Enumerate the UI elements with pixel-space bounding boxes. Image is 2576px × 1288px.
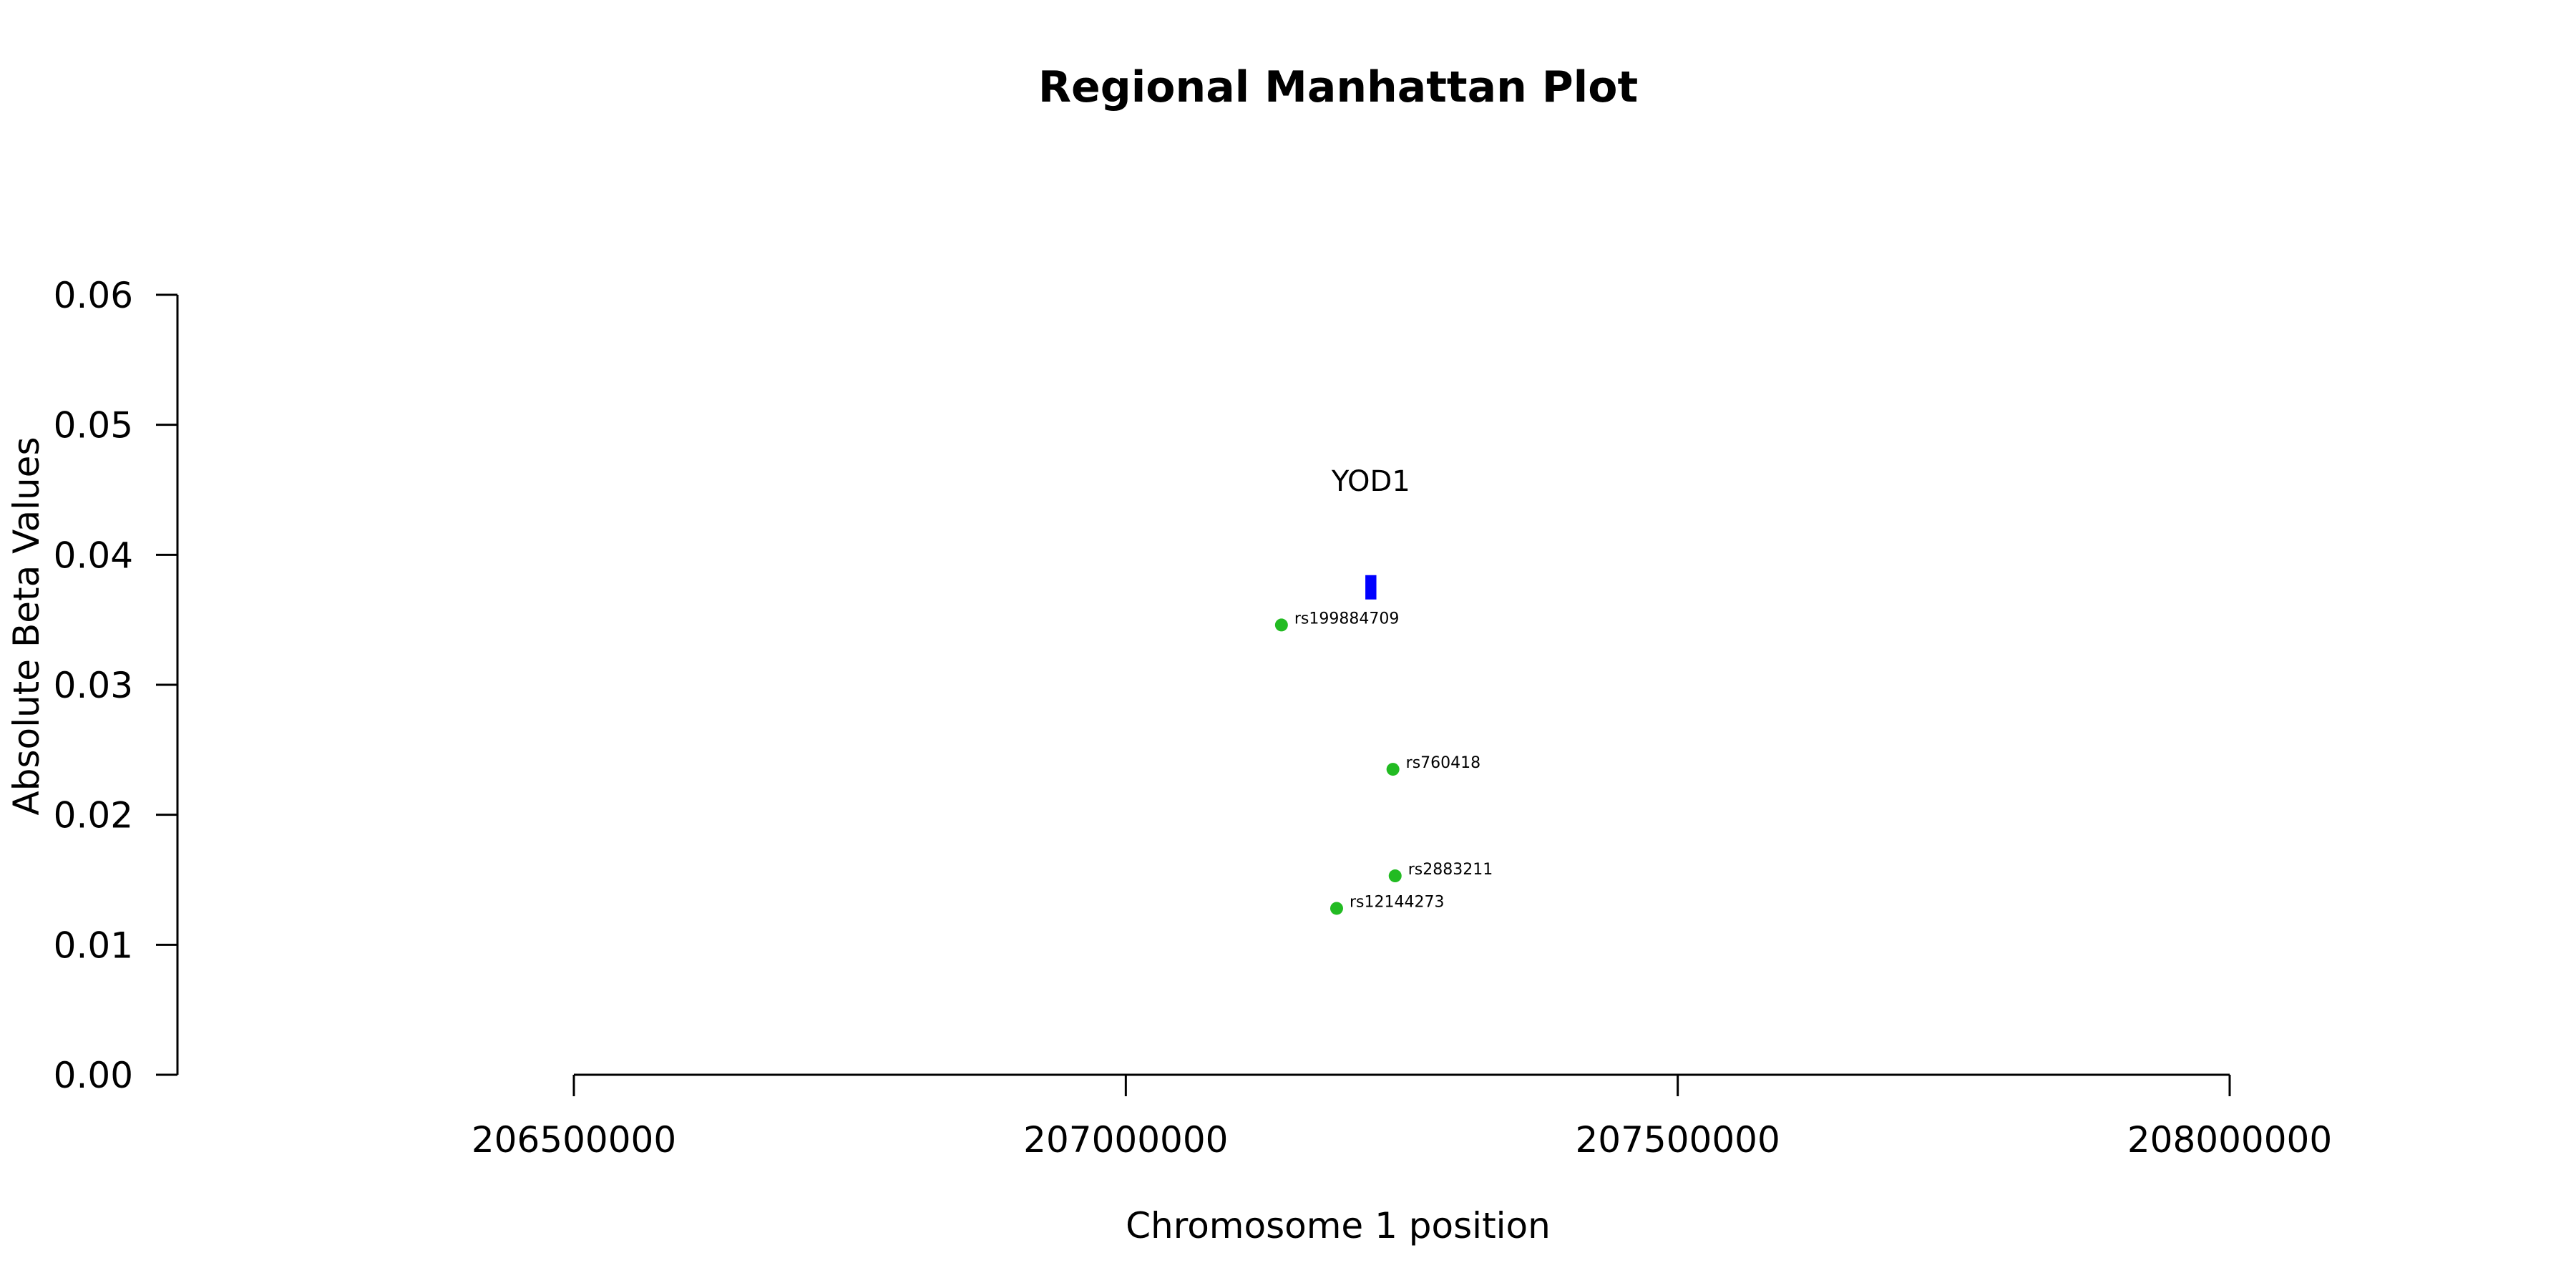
snp-label: rs760418	[1406, 754, 1481, 772]
y-tick-label: 0.06	[54, 275, 133, 316]
snp-label: rs12144273	[1350, 893, 1444, 911]
chart-title: Regional Manhattan Plot	[1038, 62, 1638, 112]
snp-point	[1388, 869, 1402, 883]
x-axis-title: Chromosome 1 position	[1126, 1205, 1551, 1246]
y-tick-label: 0.01	[54, 924, 133, 966]
gene-layer: YOD1	[1331, 465, 1410, 600]
y-tick-label: 0.02	[54, 795, 133, 836]
x-tick-label: 208000000	[2127, 1119, 2332, 1161]
gene-label: YOD1	[1331, 465, 1410, 498]
y-tick-label: 0.05	[54, 405, 133, 447]
x-tick-label: 207000000	[1023, 1119, 1228, 1161]
snp-point	[1274, 618, 1288, 632]
snp-label: rs2883211	[1408, 861, 1493, 879]
y-tick-label: 0.00	[54, 1055, 133, 1096]
x-axis: 206500000 207000000 207500000 208000000	[472, 1073, 2332, 1161]
points-layer: rs199884709 rs760418 rs2883211 rs12144273	[1274, 610, 1493, 915]
x-tick-label: 206500000	[472, 1119, 676, 1161]
snp-point	[1330, 902, 1343, 915]
y-tick-label: 0.03	[54, 665, 133, 706]
x-tick-label: 207500000	[1576, 1119, 1780, 1161]
gene-block	[1365, 575, 1377, 600]
y-axis-title: Absolute Beta Values	[6, 437, 47, 816]
y-tick-label: 0.04	[54, 535, 133, 576]
y-axis: 0.00 0.01 0.02 0.03 0.04 0.05 0.06	[54, 275, 179, 1096]
snp-label: rs199884709	[1294, 610, 1399, 628]
snp-point	[1386, 763, 1400, 776]
